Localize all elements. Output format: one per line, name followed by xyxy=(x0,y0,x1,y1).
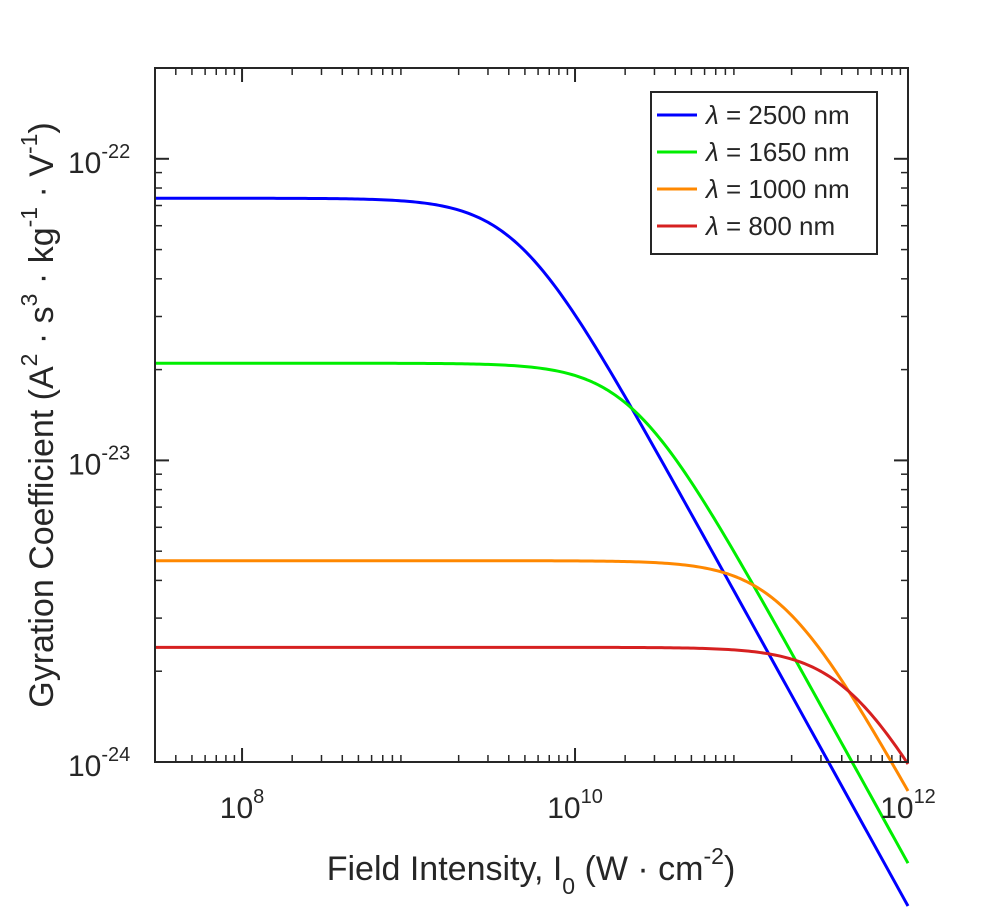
series-line-2 xyxy=(155,559,910,792)
x-axis-title: Field Intensity, I0 (W · cm-2) xyxy=(327,843,736,899)
x-tick-label: 1012 xyxy=(880,786,936,825)
y-axis-title: Gyration Coefficient (A2 · s3 · kg-1 · V… xyxy=(16,122,61,708)
y-tick-labels: 10-24 10-23 10-22 xyxy=(68,141,130,783)
series-lines xyxy=(155,196,910,907)
x-tick-label: 1010 xyxy=(547,786,603,825)
y-tick-label: 10-23 xyxy=(68,442,130,481)
series-line-0 xyxy=(155,196,910,907)
legend-label: λ = 1000 nm xyxy=(704,174,850,204)
legend-label: λ = 1650 nm xyxy=(704,137,850,167)
minor-ticks xyxy=(155,68,908,762)
x-tick-labels: 108 1010 1012 xyxy=(220,786,936,825)
y-tick-label: 10-24 xyxy=(68,744,130,783)
series-line-1 xyxy=(155,361,910,864)
series-line-3 xyxy=(155,645,910,765)
y-tick-label: 10-22 xyxy=(68,141,130,180)
x-tick-label: 108 xyxy=(220,786,265,825)
legend-label: λ = 800 nm xyxy=(704,211,835,241)
legend: λ = 2500 nm λ = 1650 nm λ = 1000 nm λ = 800… xyxy=(650,91,878,255)
legend-label: λ = 2500 nm xyxy=(704,100,850,130)
plot-frame xyxy=(154,67,909,763)
